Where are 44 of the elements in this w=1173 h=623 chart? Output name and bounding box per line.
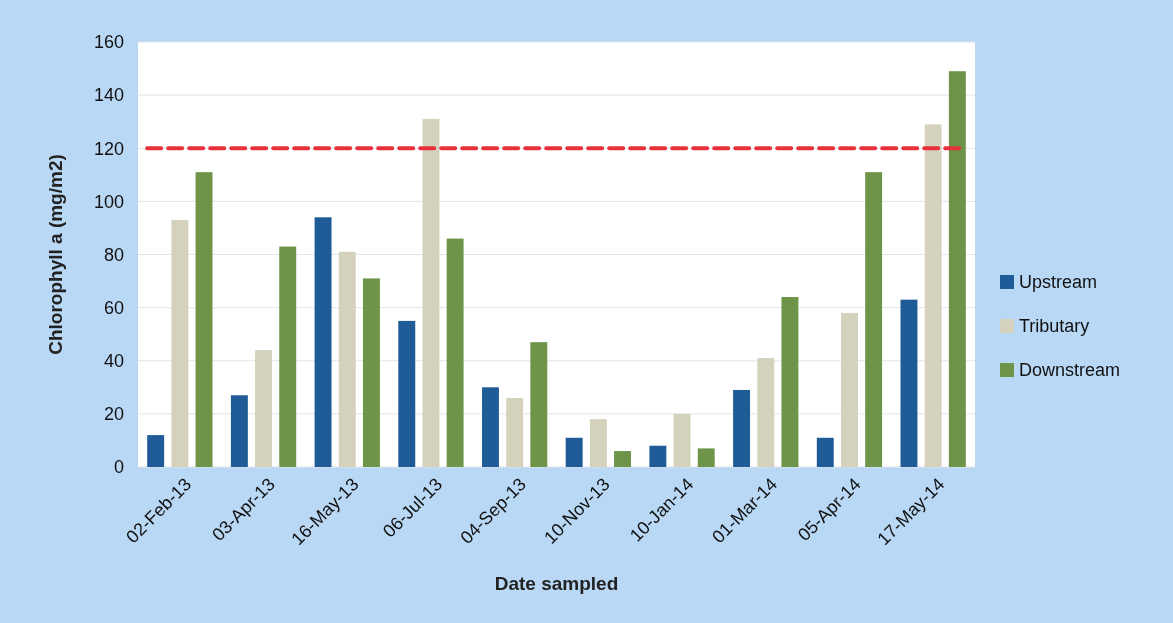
bar (614, 451, 631, 467)
bar (422, 119, 440, 467)
y-tick-label: 120 (93, 138, 124, 159)
bar (482, 387, 499, 467)
bar (147, 435, 165, 467)
bar (565, 437, 583, 467)
bar (195, 172, 213, 467)
bar (697, 448, 715, 467)
bar (530, 342, 548, 467)
bar (649, 445, 667, 467)
bar (171, 219, 189, 467)
y-tick-label: 60 (103, 297, 124, 318)
bar (338, 251, 356, 467)
bar (506, 397, 524, 467)
bar (840, 312, 858, 467)
bar (314, 217, 332, 467)
bar (279, 246, 297, 467)
y-tick-label: 160 (93, 32, 124, 53)
bar (255, 350, 273, 467)
x-axis-title: Date sampled (494, 573, 619, 594)
bar (865, 172, 883, 467)
bar (816, 437, 834, 467)
bar (673, 413, 691, 467)
legend-label: Upstream (1019, 272, 1098, 293)
y-tick-label: 80 (103, 244, 124, 265)
bar (757, 358, 775, 467)
legend-label: Tributary (1019, 316, 1090, 337)
y-tick-label: 0 (113, 457, 124, 478)
bar (446, 238, 464, 467)
y-tick-label: 140 (93, 85, 124, 106)
bar (733, 389, 751, 467)
bar (589, 419, 607, 467)
bar (230, 395, 248, 467)
y-tick-label: 20 (103, 404, 124, 425)
legend-label: Downstream (1019, 360, 1121, 381)
y-tick-label: 100 (93, 191, 124, 212)
bar (948, 71, 966, 467)
bar (781, 297, 799, 467)
bar (362, 278, 380, 467)
bar (900, 299, 918, 467)
y-axis-title: Chlorophyll a (mg/m2) (45, 154, 66, 355)
y-tick-label: 40 (103, 351, 124, 372)
bar (924, 124, 942, 467)
bar (398, 320, 416, 467)
